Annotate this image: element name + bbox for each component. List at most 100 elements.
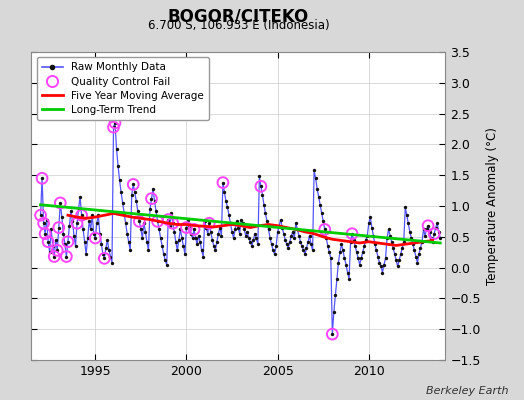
Point	[326, 255, 335, 262]
Point	[90, 230, 98, 237]
Point	[178, 235, 186, 241]
Point	[157, 235, 165, 241]
Point	[246, 238, 255, 245]
Point	[415, 251, 423, 257]
Point	[220, 189, 228, 196]
Point	[286, 238, 294, 245]
Point	[375, 260, 384, 266]
Point	[41, 230, 49, 237]
Point	[135, 218, 144, 224]
Point	[279, 230, 288, 237]
Point	[240, 226, 248, 233]
Point	[372, 247, 380, 254]
Point	[351, 243, 359, 249]
Point	[146, 206, 154, 212]
Point	[358, 249, 367, 255]
Point	[386, 232, 394, 239]
Point	[266, 235, 274, 241]
Point	[277, 216, 285, 223]
Point	[198, 247, 206, 254]
Point	[125, 238, 133, 245]
Point	[222, 198, 230, 204]
Point	[174, 237, 183, 243]
Point	[360, 243, 368, 249]
Point	[135, 218, 144, 224]
Point	[234, 224, 242, 231]
Point	[176, 226, 184, 233]
Point	[73, 220, 81, 226]
Point	[179, 243, 188, 249]
Point	[159, 251, 168, 257]
Point	[355, 261, 364, 268]
Point	[336, 249, 344, 255]
Point	[105, 247, 113, 254]
Point	[94, 212, 103, 218]
Point	[129, 181, 137, 188]
Point	[298, 243, 306, 249]
Point	[410, 247, 419, 254]
Point	[126, 247, 135, 254]
Point	[56, 200, 64, 206]
Point	[103, 237, 112, 243]
Point	[161, 257, 169, 264]
Point	[134, 208, 142, 214]
Point	[321, 226, 329, 233]
Point	[242, 232, 250, 239]
Point	[395, 257, 403, 264]
Point	[272, 243, 280, 249]
Point	[56, 200, 64, 206]
Point	[213, 238, 221, 245]
Point	[44, 238, 52, 245]
Point	[50, 253, 59, 260]
Point	[93, 220, 101, 226]
Point	[111, 120, 119, 126]
Point	[88, 212, 96, 218]
Point	[202, 224, 211, 231]
Point	[419, 226, 428, 233]
Point	[354, 255, 363, 262]
Point	[264, 226, 272, 233]
Point	[274, 229, 282, 235]
Point	[228, 229, 236, 235]
Point	[302, 245, 311, 251]
Point	[305, 232, 314, 239]
Point	[430, 230, 439, 237]
Point	[409, 241, 417, 247]
Point	[182, 224, 191, 231]
Point	[369, 232, 378, 239]
Point	[402, 212, 411, 218]
Point	[211, 247, 220, 254]
Point	[152, 208, 160, 214]
Point	[314, 194, 323, 200]
Point	[127, 192, 136, 198]
Point	[167, 210, 176, 216]
Point	[53, 247, 61, 254]
Point	[334, 260, 343, 266]
Point	[293, 226, 302, 233]
Point	[284, 245, 292, 251]
Point	[238, 220, 247, 226]
Point	[115, 177, 124, 183]
Point	[296, 238, 304, 245]
Point	[430, 230, 439, 237]
Point	[328, 331, 336, 337]
Point	[54, 224, 63, 231]
Point	[193, 241, 201, 247]
Point	[81, 238, 89, 245]
Point	[252, 235, 260, 241]
Point	[316, 202, 324, 208]
Point	[190, 226, 198, 233]
Point	[282, 241, 291, 247]
Point	[76, 194, 84, 200]
Point	[299, 247, 308, 254]
Point	[309, 247, 317, 254]
Point	[38, 175, 46, 182]
Point	[59, 230, 68, 237]
Point	[50, 253, 59, 260]
Point	[374, 253, 382, 260]
Point	[397, 251, 405, 257]
Text: 6.700 S, 106.933 E (Indonesia): 6.700 S, 106.933 E (Indonesia)	[148, 19, 329, 32]
Point	[330, 309, 338, 315]
Point	[111, 120, 119, 126]
Point	[61, 241, 69, 247]
